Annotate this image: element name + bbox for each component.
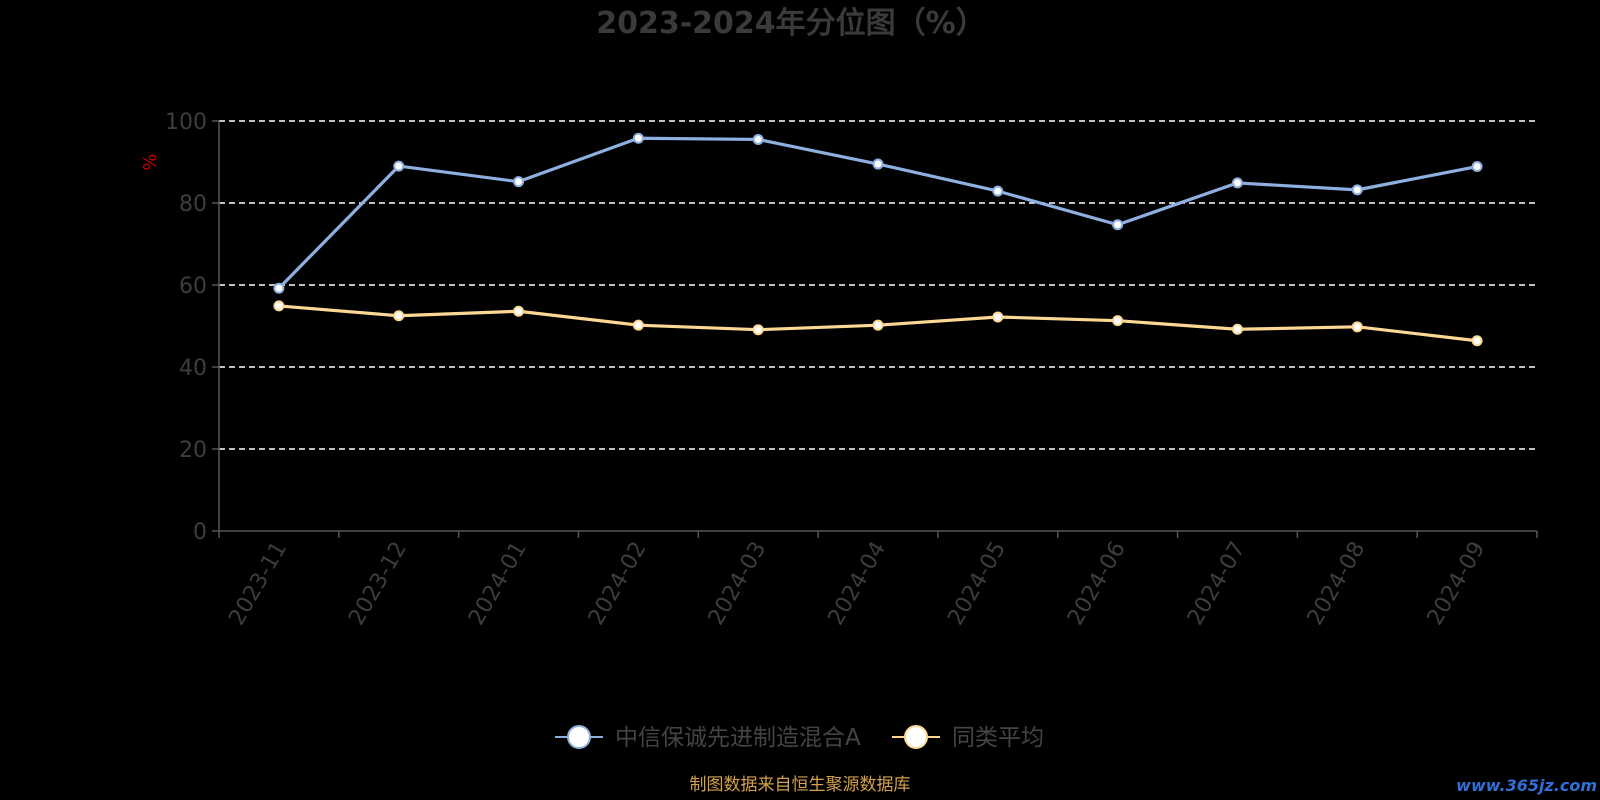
x-tick-label-2: 2024-01	[464, 538, 532, 630]
data-point-1-4[interactable]	[752, 324, 764, 336]
legend-label-0: 中信保诚先进制造混合A	[615, 725, 861, 751]
y-tick-label-0: 0	[193, 520, 207, 545]
x-tick-label-6: 2024-05	[943, 537, 1011, 629]
series-0	[273, 132, 1483, 294]
data-point-0-1[interactable]	[393, 160, 405, 172]
x-tick-label-10: 2024-09	[1423, 538, 1491, 630]
y-axis-label: %	[140, 153, 161, 170]
data-point-0-5[interactable]	[872, 158, 884, 170]
data-point-0-3[interactable]	[632, 132, 644, 144]
x-tick-label-7: 2024-06	[1063, 538, 1131, 630]
data-point-0-10[interactable]	[1471, 161, 1483, 173]
x-tick-label-3: 2024-02	[584, 538, 652, 630]
x-tick-label-5: 2024-04	[824, 538, 892, 630]
data-point-0-8[interactable]	[1231, 177, 1243, 189]
x-tick-label-8: 2024-07	[1183, 538, 1251, 630]
legend[interactable]: 中信保诚先进制造混合A 同类平均	[555, 725, 1044, 751]
grid-lines	[219, 120, 1537, 450]
data-point-0-2[interactable]	[513, 176, 525, 188]
watermark: www.365jz.com	[1456, 776, 1597, 795]
x-tick-label-1: 2023-12	[344, 538, 412, 630]
series-1	[273, 300, 1483, 347]
y-tick-label-1: 20	[179, 438, 207, 463]
data-point-1-1[interactable]	[393, 310, 405, 322]
legend-marker-0	[567, 725, 591, 749]
data-point-0-4[interactable]	[752, 133, 764, 145]
data-point-1-3[interactable]	[632, 319, 644, 331]
x-tick-label-4: 2024-03	[704, 538, 772, 630]
x-tick-label-9: 2024-08	[1303, 538, 1371, 630]
data-point-0-6[interactable]	[992, 185, 1004, 197]
data-point-1-6[interactable]	[992, 311, 1004, 323]
axes	[212, 120, 1538, 538]
data-point-0-0[interactable]	[273, 282, 285, 294]
y-axis-ticks: 0 20 40 60 80 100	[165, 110, 207, 545]
legend-item-1[interactable]: 同类平均	[892, 725, 1044, 751]
data-point-1-2[interactable]	[513, 305, 525, 317]
data-source-note: 制图数据来自恒生聚源数据库	[690, 775, 911, 795]
series	[273, 132, 1483, 347]
data-point-0-7[interactable]	[1112, 219, 1124, 231]
legend-marker-1	[904, 725, 928, 749]
x-tick-label-0: 2023-11	[224, 538, 292, 630]
legend-label-1: 同类平均	[952, 725, 1044, 751]
data-point-1-10[interactable]	[1471, 335, 1483, 347]
data-point-0-9[interactable]	[1351, 184, 1363, 196]
y-tick-label-3: 60	[179, 274, 207, 299]
data-point-1-9[interactable]	[1351, 321, 1363, 333]
data-point-1-8[interactable]	[1231, 323, 1243, 335]
data-point-1-5[interactable]	[872, 319, 884, 331]
data-point-1-0[interactable]	[273, 300, 285, 312]
y-tick-label-2: 40	[179, 356, 207, 381]
y-tick-label-5: 100	[165, 110, 207, 135]
y-tick-label-4: 80	[179, 192, 207, 217]
legend-item-0[interactable]: 中信保诚先进制造混合A	[555, 725, 861, 751]
data-point-1-7[interactable]	[1112, 315, 1124, 327]
chart-title: 2023-2024年分位图（%）	[596, 6, 986, 41]
x-axis-ticks: 2023-11 2023-12 2024-01 2024-02 2024-03 2024-…	[224, 537, 1490, 629]
